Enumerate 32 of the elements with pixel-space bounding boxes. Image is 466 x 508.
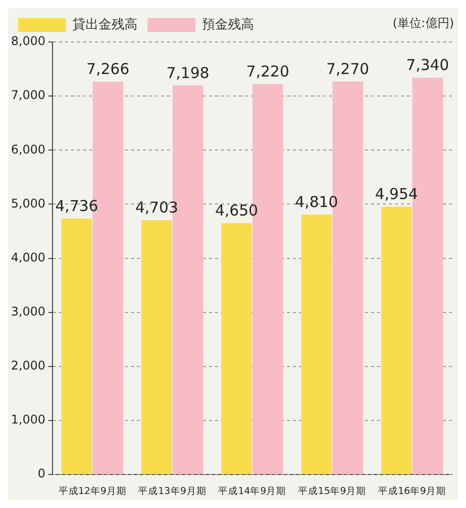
legend-label: 預金残高 [202,16,254,32]
x-tick-label: 平成13年9月期 [138,484,206,497]
data-label: 4,810 [295,192,338,211]
text: (単位:億円) [392,16,454,30]
data-label: 7,340 [406,56,450,74]
x-tick-label: 平成15年9月期 [298,484,366,497]
bar [221,223,252,474]
y-tick-label: 0 [38,466,46,481]
data-label: 4,703 [135,198,178,217]
y-tick-label: 5,000 [10,196,46,210]
data-label: 7,270 [326,60,370,78]
data-label: 7,220 [246,62,290,81]
x-tick-label: 平成16年9月期 [378,484,446,497]
y-tick-label: 3,000 [10,304,46,318]
legend-label: 貸出金残高 [72,16,138,32]
y-tick-label: 7,000 [10,88,46,102]
y-tick-label: 1,000 [10,412,46,427]
data-label: 4,650 [215,202,258,220]
bar [141,220,172,474]
data-label: 4,954 [374,185,418,204]
bar [381,206,412,474]
data-label: 4,736 [55,196,98,215]
data-label: 7,266 [86,60,130,78]
x-tick-label: 平成14年9月期 [218,484,286,497]
bar [61,218,92,474]
y-tick-label: 6,000 [10,142,46,156]
y-tick-label: 8,000 [10,34,46,48]
x-tick-label: 平成12年9月期 [58,484,126,497]
data-label: 7,198 [166,64,210,82]
bar [301,214,332,474]
y-tick-label: 2,000 [10,358,46,373]
y-tick-label: 4,000 [10,250,46,264]
